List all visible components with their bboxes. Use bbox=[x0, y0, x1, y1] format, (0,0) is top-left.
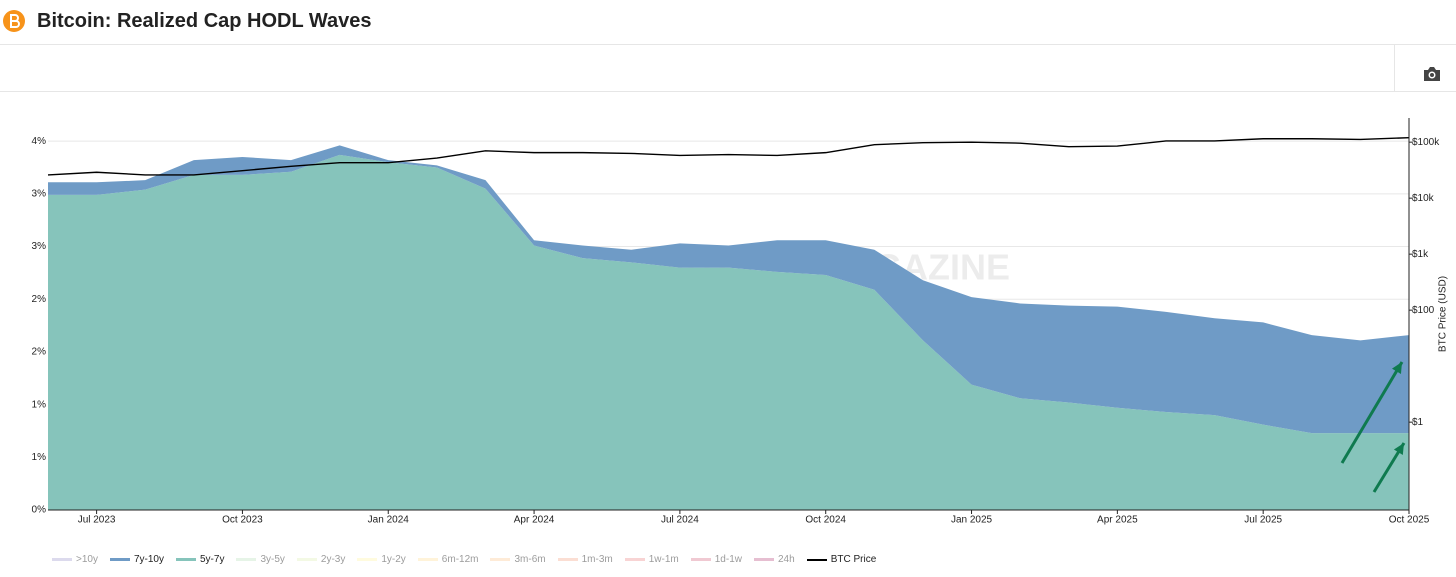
legend-item[interactable]: 1w-1m bbox=[624, 554, 679, 565]
legend: >10y 7y-10y 5y-7y 3y-5y 2y-3y 1y-2y 6m-12m 3m-6… bbox=[52, 554, 876, 565]
legend-label: BTC Price bbox=[830, 554, 877, 565]
legend-swatch bbox=[490, 558, 511, 561]
arrow-head bbox=[1393, 443, 1404, 455]
x-tick-label: Jul 2023 bbox=[78, 515, 116, 526]
arrow bbox=[1372, 442, 1406, 493]
x-tick-label: Apr 2024 bbox=[514, 515, 555, 526]
legend-item[interactable]: 3y-5y bbox=[236, 554, 285, 565]
y-tick-label: 2% bbox=[32, 294, 47, 305]
legend-swatch bbox=[175, 558, 196, 561]
x-tick-label: Oct 2023 bbox=[222, 515, 263, 526]
legend-item[interactable]: 24h bbox=[754, 554, 795, 565]
legend-label: 1m-3m bbox=[581, 554, 613, 565]
legend-item[interactable]: 5y-7y bbox=[175, 554, 225, 565]
watermark-text: BITCOIN MAGAZINE bbox=[660, 247, 1010, 288]
watermark-text: PRO bbox=[672, 264, 997, 432]
legend-item[interactable]: 1y-2y bbox=[357, 554, 406, 565]
legend-item[interactable]: 6m-12m bbox=[417, 554, 479, 565]
area bbox=[48, 154, 1409, 510]
legend-swatch bbox=[624, 558, 645, 561]
legend-label: 7y-10y bbox=[133, 554, 164, 565]
y2-tick-label: $1k bbox=[1412, 249, 1429, 260]
x-tick-label: Apr 2025 bbox=[1097, 515, 1138, 526]
arrow bbox=[1340, 361, 1404, 464]
legend-item[interactable]: 3m-6m bbox=[490, 554, 546, 565]
legend-swatch bbox=[690, 558, 711, 561]
legend-item[interactable]: 1m-3m bbox=[557, 554, 613, 565]
y2-axis-label: BTC Price (USD) bbox=[1438, 276, 1449, 352]
header: Bitcoin: Realized Cap HODL Waves bbox=[0, 0, 1456, 45]
y2-tick-label: $100k bbox=[1412, 137, 1440, 148]
camera-button[interactable] bbox=[1423, 66, 1441, 82]
legend-item[interactable]: 7y-10y bbox=[109, 554, 164, 565]
x-tick-label: Jan 2025 bbox=[951, 515, 993, 526]
legend-swatch bbox=[296, 558, 317, 561]
toolbar bbox=[0, 45, 1456, 92]
legend-item[interactable]: 2y-3y bbox=[296, 554, 346, 565]
x-tick-label: Jan 2024 bbox=[368, 515, 410, 526]
legend-swatch bbox=[236, 558, 257, 561]
legend-label: 1w-1m bbox=[648, 554, 679, 565]
legend-label: 6m-12m bbox=[441, 554, 479, 565]
legend-swatch bbox=[357, 558, 378, 561]
x-tick-label: Jul 2024 bbox=[661, 515, 699, 526]
legend-label: 24h bbox=[778, 554, 795, 565]
legend-label: 3m-6m bbox=[514, 554, 546, 565]
y-tick-label: 1% bbox=[32, 452, 47, 463]
y2-tick-label: $10k bbox=[1412, 193, 1435, 204]
bitcoin-logo bbox=[3, 10, 25, 32]
y-tick-label: 2% bbox=[32, 347, 47, 358]
x-tick-label: Jul 2025 bbox=[1244, 515, 1282, 526]
x-tick-label: Oct 2025 bbox=[1389, 515, 1430, 526]
legend-label: 5y-7y bbox=[199, 554, 225, 565]
y2-tick-label: $100 bbox=[1412, 305, 1435, 316]
legend-item[interactable]: 1d-1w bbox=[690, 554, 742, 565]
y-tick-label: 0% bbox=[32, 505, 47, 516]
legend-item[interactable]: BTC Price bbox=[806, 554, 877, 565]
legend-swatch bbox=[806, 558, 827, 561]
legend-label: >10y bbox=[76, 554, 98, 565]
legend-swatch bbox=[109, 558, 130, 561]
y2-tick-label: $1 bbox=[1412, 417, 1424, 428]
legend-swatch bbox=[52, 558, 72, 561]
x-tick-label: Oct 2024 bbox=[805, 515, 846, 526]
y-tick-label: 3% bbox=[32, 241, 47, 252]
legend-item[interactable]: >10y bbox=[52, 554, 98, 565]
price-line bbox=[47, 137, 1410, 176]
y-tick-label: 4% bbox=[32, 136, 47, 147]
legend-swatch bbox=[754, 558, 774, 561]
y-tick-label: 3% bbox=[32, 189, 47, 200]
legend-swatch bbox=[417, 558, 438, 561]
title: Bitcoin: Realized Cap HODL Waves bbox=[37, 10, 372, 32]
legend-label: 1y-2y bbox=[381, 554, 406, 565]
legend-swatch bbox=[557, 558, 578, 561]
y-tick-label: 1% bbox=[32, 399, 47, 410]
legend-label: 3y-5y bbox=[260, 554, 285, 565]
arrow-head bbox=[1391, 362, 1402, 374]
legend-label: 1d-1w bbox=[714, 554, 742, 565]
area bbox=[48, 145, 1409, 434]
divider bbox=[1394, 45, 1395, 91]
legend-label: 2y-3y bbox=[320, 554, 346, 565]
